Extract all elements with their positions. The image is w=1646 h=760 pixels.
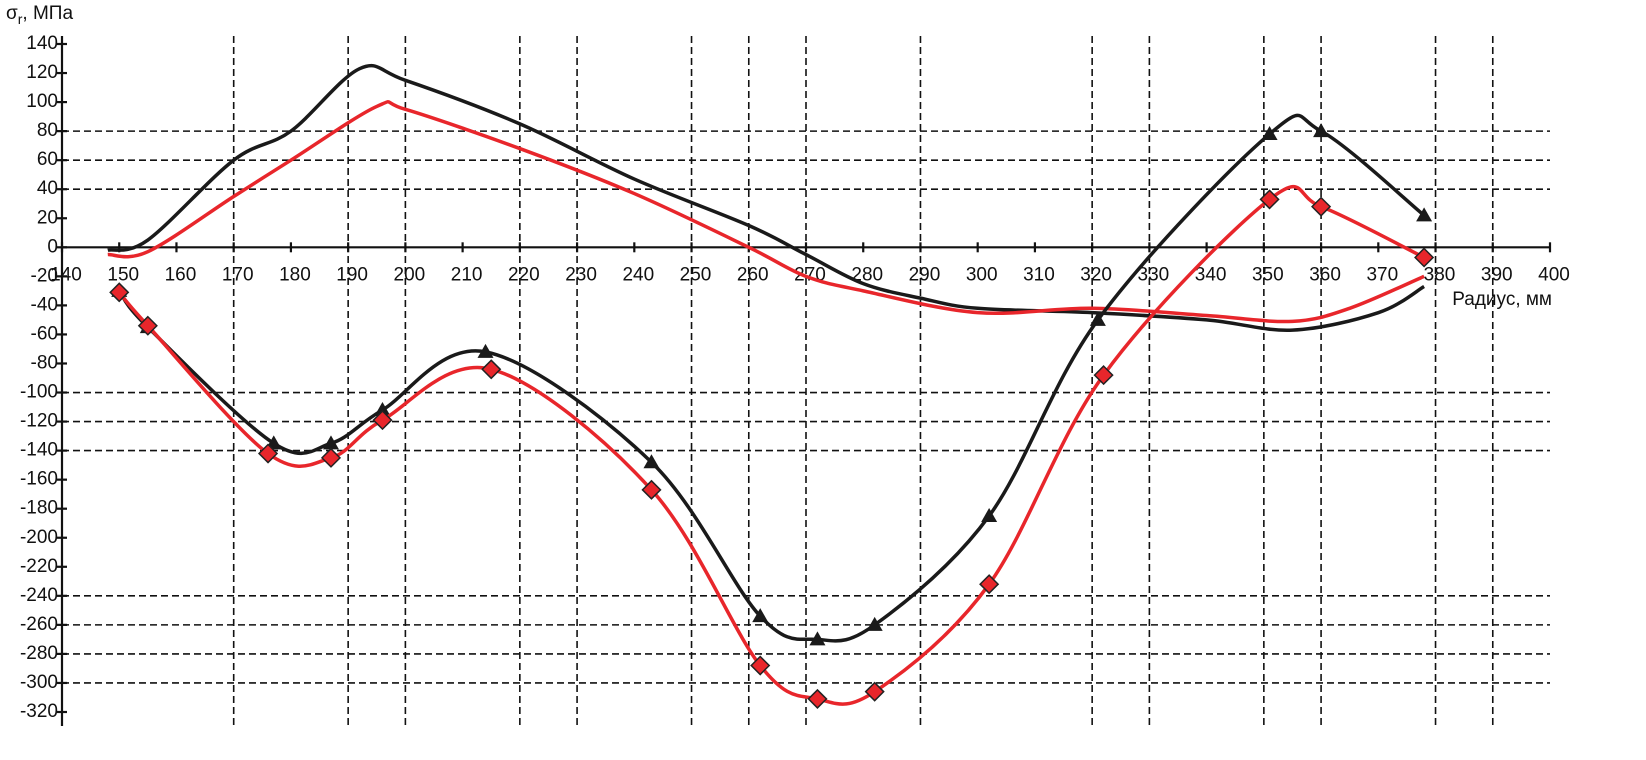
- y-tick-label: 140: [26, 33, 58, 54]
- y-tick-label: 40: [37, 178, 58, 199]
- marker: [643, 454, 660, 469]
- y-tick-label: -40: [31, 294, 58, 315]
- marker: [981, 507, 998, 522]
- y-tick-label: 80: [37, 120, 58, 141]
- y-tick-label: -240: [20, 585, 58, 606]
- marker: [750, 655, 771, 676]
- x-tick-label: 370: [1366, 264, 1398, 285]
- x-tick-label: 330: [1138, 264, 1170, 285]
- x-tick-label: 290: [909, 264, 941, 285]
- x-tick-label: 380: [1424, 264, 1456, 285]
- y-tick-label: 120: [26, 62, 58, 83]
- y-tick-label: -100: [20, 382, 58, 403]
- y-tick-label: -280: [20, 643, 58, 664]
- y-tick-label: 20: [37, 207, 58, 228]
- y-tick-label: -320: [20, 701, 58, 722]
- marker: [1311, 196, 1332, 217]
- y-axis-title: σr, МПа: [6, 3, 73, 27]
- y-title-subscript: r: [18, 11, 23, 27]
- marker: [109, 282, 130, 303]
- y-tick-label: -20: [31, 265, 58, 286]
- y-title-unit: , МПа: [22, 3, 73, 24]
- y-tick-label: -260: [20, 614, 58, 635]
- x-tick-label: 280: [851, 264, 883, 285]
- x-tick-label: 240: [622, 264, 654, 285]
- x-tick-label: 400: [1538, 264, 1570, 285]
- x-tick-label: 210: [451, 264, 483, 285]
- x-tick-label: 340: [1195, 264, 1227, 285]
- x-tick-label: 140: [50, 264, 82, 285]
- series-line: [107, 100, 1425, 324]
- y-tick-label: -300: [20, 672, 58, 693]
- x-tick-label: 220: [508, 264, 540, 285]
- marker: [477, 343, 494, 358]
- marker: [864, 681, 885, 702]
- x-tick-label: 310: [1023, 264, 1055, 285]
- x-tick-label: 320: [1080, 264, 1112, 285]
- marker: [1089, 311, 1106, 326]
- series-line: [107, 63, 1426, 332]
- marker: [1414, 247, 1435, 268]
- marker: [1261, 126, 1278, 141]
- marker: [257, 443, 279, 464]
- marker: [641, 479, 662, 500]
- y-title-symbol: σ: [6, 3, 18, 24]
- y-tick-label: -60: [31, 323, 58, 344]
- y-tick-label: -220: [20, 556, 58, 577]
- x-tick-label: 230: [565, 264, 597, 285]
- marker: [1416, 207, 1433, 222]
- marker: [752, 608, 769, 623]
- y-tick-label: -120: [20, 411, 58, 432]
- x-tick-label: 180: [279, 264, 311, 285]
- y-tick-label: 0: [47, 236, 58, 257]
- marker: [979, 574, 1000, 595]
- y-tick-label: 100: [26, 91, 58, 112]
- x-tick-label: 360: [1309, 264, 1341, 285]
- marker: [809, 631, 826, 646]
- x-tick-label: 150: [107, 264, 139, 285]
- marker: [374, 401, 391, 416]
- marker: [320, 447, 342, 468]
- x-tick-label: 260: [737, 264, 769, 285]
- x-tick-label: 190: [336, 264, 368, 285]
- x-tick-label: 170: [222, 264, 254, 285]
- y-tick-label: 60: [37, 149, 58, 170]
- y-tick-label: -140: [20, 440, 58, 461]
- x-tick-label: 160: [165, 264, 197, 285]
- y-tick-label: -80: [31, 352, 58, 373]
- marker: [481, 359, 502, 380]
- y-tick-label: -160: [20, 469, 58, 490]
- marker: [1259, 189, 1280, 210]
- marker: [372, 410, 393, 431]
- x-tick-label: 390: [1481, 264, 1513, 285]
- x-axis-title: Радиус, мм: [1452, 289, 1552, 310]
- x-tick-label: 200: [394, 264, 426, 285]
- marker: [322, 435, 339, 450]
- series-line: [117, 113, 1426, 643]
- x-tick-label: 300: [966, 264, 998, 285]
- marker: [137, 315, 158, 336]
- marker: [866, 616, 883, 631]
- marker: [807, 688, 828, 709]
- marker: [1093, 365, 1114, 386]
- x-tick-label: 350: [1252, 264, 1284, 285]
- y-tick-label: -200: [20, 527, 58, 548]
- marker: [1313, 123, 1330, 138]
- y-tick-label: -180: [20, 498, 58, 519]
- x-tick-label: 250: [680, 264, 712, 285]
